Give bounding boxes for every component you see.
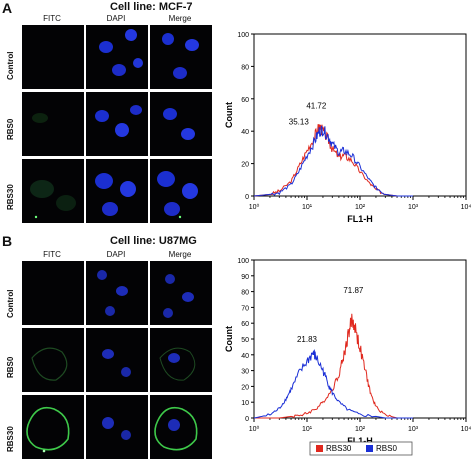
cell-line-title-b: Cell line: U87MG: [110, 235, 197, 247]
series-line-rbs0: [253, 349, 413, 419]
plot-frame: [253, 259, 467, 419]
y-tick-label: 40: [241, 353, 249, 360]
column-header-merge-a: Merge: [168, 14, 192, 23]
histogram-a-svg: 0 20 40 60 80 100 10⁰ 10¹ 10² 10³ 10⁴ FL1-H Count 35.…: [224, 32, 472, 224]
y-tick-label: 0: [245, 416, 249, 423]
series-line-rbs30: [253, 124, 413, 197]
y-tick-label: 60: [241, 321, 249, 328]
micrograph-b-rbs30-dapi: [86, 395, 148, 459]
y-tick-label: 0: [245, 194, 249, 201]
micrograph-b-rbs30-fitc: [22, 395, 84, 459]
micrograph-b-control-fitc: [22, 261, 84, 325]
micrograph-b-rbs30-merge: [150, 395, 212, 459]
legend-label-rbs0: RBS0: [376, 444, 397, 453]
y-tick-label: 20: [241, 162, 249, 169]
row-label-rbs30-a: RBS30: [6, 184, 15, 210]
x-tick-label: 10⁴: [461, 204, 472, 211]
micrograph-a-rbs30-fitc: [22, 159, 84, 223]
x-tick-label: 10¹: [302, 426, 313, 433]
column-header-dapi-a: DAPI: [106, 14, 126, 23]
x-tick-label: 10²: [355, 426, 366, 433]
legend-box: [309, 441, 413, 456]
y-tick-label: 80: [241, 290, 249, 297]
x-tick-label: 10⁰: [249, 425, 260, 433]
micrograph-b-control-merge: [150, 261, 212, 325]
row-label-rbs0-b: RBS0: [6, 356, 15, 378]
legend-label-rbs30: RBS30: [326, 444, 352, 453]
x-tick-label: 10⁰: [249, 203, 260, 211]
peak-annotation: 71.87: [343, 286, 364, 295]
y-tick-label: 10: [241, 400, 249, 407]
x-axis-label: FL1-H: [347, 214, 373, 224]
y-axis-label: Count: [224, 102, 234, 128]
column-header-dapi-b: DAPI: [106, 250, 126, 259]
row-label-control-a: Control: [6, 51, 15, 80]
micrograph-b-control-dapi: [86, 261, 148, 325]
micrograph-a-rbs30-dapi: [86, 159, 148, 223]
micrograph-a-rbs0-fitc: [22, 92, 84, 156]
micrograph-b-rbs0-merge: [150, 328, 212, 392]
panel-letter-b: B: [2, 233, 13, 249]
micrograph-a-rbs0-merge: [150, 92, 212, 156]
y-tick-label: 100: [237, 258, 249, 265]
cell-line-title-a: Cell line: MCF-7: [110, 1, 193, 13]
x-tick-label: 10¹: [302, 204, 313, 211]
peak-annotation: 21.83: [297, 335, 318, 344]
y-tick-label: 50: [241, 337, 249, 344]
micrograph-a-control-merge: [150, 25, 212, 89]
legend-swatch-rbs30: [316, 445, 323, 452]
column-header-fitc-b: FITC: [43, 250, 61, 259]
x-axis-label: FL1-H: [347, 436, 373, 446]
x-tick-label: 10³: [408, 426, 419, 433]
row-label-control-b: Control: [6, 289, 15, 318]
micrograph-a-control-fitc: [22, 25, 84, 89]
peak-annotation: 41.72: [306, 102, 327, 111]
peak-annotation: 35.13: [289, 118, 310, 127]
row-label-rbs0-a: RBS0: [6, 118, 15, 140]
y-tick-label: 80: [241, 64, 249, 71]
row-label-rbs30-b: RBS30: [6, 426, 15, 452]
series-line-rbs0: [253, 125, 413, 197]
y-tick-label: 70: [241, 305, 249, 312]
y-tick-label: 40: [241, 129, 249, 136]
micrograph-a-rbs0-dapi: [86, 92, 148, 156]
micrograph-a-control-dapi: [86, 25, 148, 89]
column-header-merge-b: Merge: [168, 250, 192, 259]
micrograph-b-rbs0-dapi: [86, 328, 148, 392]
y-tick-label: 100: [237, 32, 249, 39]
x-tick-label: 10²: [355, 204, 366, 211]
y-tick-label: 60: [241, 97, 249, 104]
micrograph-b-rbs0-fitc: [22, 328, 84, 392]
micrograph-a-rbs30-merge: [150, 159, 212, 223]
y-tick-label: 30: [241, 369, 249, 376]
panel-letter-a: A: [2, 0, 13, 16]
column-header-fitc-a: FITC: [43, 14, 61, 23]
y-tick-label: 90: [241, 274, 249, 281]
histogram-b-svg: 0 10 20 30 40 50 60 70 80 90 100 10⁰ 10¹ 10² 10³ 10⁴ FL1…: [224, 258, 472, 456]
histogram-a: 0 20 40 60 80 100 10⁰ 10¹ 10² 10³ 10⁴ FL1-H Count 35.…: [222, 22, 474, 230]
series-line-rbs30: [254, 313, 413, 419]
plot-frame: [253, 33, 467, 197]
y-axis-label: Count: [224, 326, 234, 352]
y-tick-label: 20: [241, 384, 249, 391]
legend-swatch-rbs0: [366, 445, 373, 452]
histogram-b: 0 10 20 30 40 50 60 70 80 90 100 10⁰ 10¹ 10² 10³ 10⁴ FL1…: [222, 250, 474, 465]
x-tick-label: 10⁴: [461, 426, 472, 433]
x-tick-label: 10³: [408, 204, 419, 211]
